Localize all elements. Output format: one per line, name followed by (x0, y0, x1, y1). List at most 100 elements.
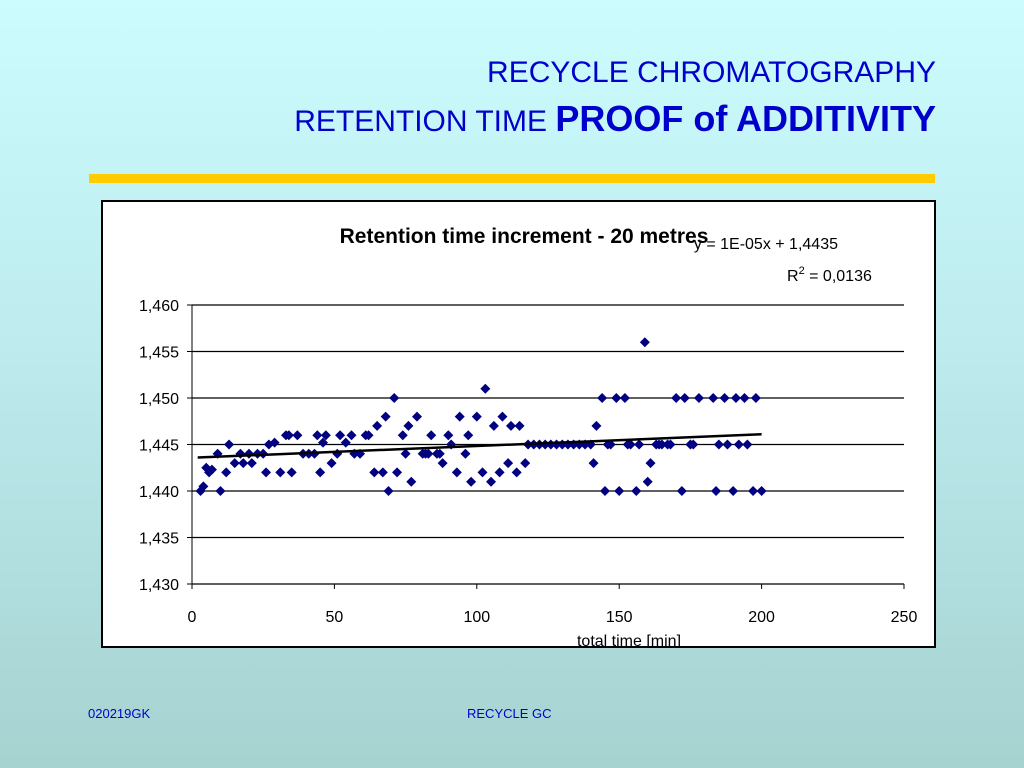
footer-center: RECYCLE GC (467, 706, 552, 721)
data-point (719, 393, 730, 403)
data-point (756, 486, 767, 496)
data-point (599, 486, 610, 496)
r-squared-superscript: 2 (799, 265, 805, 277)
data-point (642, 476, 653, 487)
data-point (403, 420, 414, 431)
data-point (477, 467, 488, 478)
data-point (392, 467, 403, 478)
data-point (443, 430, 454, 441)
data-point (346, 430, 357, 441)
scatter-chart: 1,430 1,435 1,440 1,445 1,450 1,455 1,460 0 50 10… (139, 225, 917, 646)
data-point (349, 448, 360, 459)
y-tick-label: 1,440 (139, 484, 179, 501)
data-point (619, 393, 630, 403)
data-point (730, 393, 741, 403)
data-point (645, 458, 656, 469)
data-point (676, 486, 687, 496)
slide-title-line2-bold: PROOF of ADDITIVITY (555, 98, 936, 139)
data-point (656, 439, 667, 450)
data-point (332, 448, 343, 459)
data-point (411, 411, 422, 422)
data-point (520, 458, 531, 469)
data-point (463, 430, 474, 441)
data-point (665, 439, 676, 450)
data-point (235, 448, 246, 459)
data-point (480, 383, 491, 394)
data-point (639, 337, 650, 348)
data-point (679, 393, 690, 403)
data-point (488, 420, 499, 431)
data-point (283, 430, 294, 441)
data-point (588, 458, 599, 469)
data-point (591, 420, 602, 431)
points-layer (195, 337, 767, 496)
data-point (229, 458, 240, 469)
data-point (634, 439, 645, 450)
chart-container: 1,430 1,435 1,440 1,445 1,450 1,455 1,460 0 50 10… (101, 200, 936, 648)
data-point (454, 411, 465, 422)
data-point (380, 411, 391, 422)
data-point (711, 486, 722, 496)
axes-layer (187, 304, 905, 589)
data-point (434, 448, 445, 459)
data-point (511, 467, 522, 478)
x-tick-label: 50 (326, 609, 344, 626)
data-point (400, 448, 411, 459)
y-tick-label: 1,445 (139, 438, 179, 455)
data-point (611, 393, 622, 403)
data-point (335, 430, 346, 441)
data-point (292, 430, 303, 441)
data-point (625, 439, 636, 450)
data-point (215, 486, 226, 496)
r-squared-value: = 0,0136 (805, 268, 872, 285)
data-point (320, 430, 331, 441)
data-point (750, 393, 761, 403)
data-point (722, 439, 733, 450)
data-point (315, 467, 326, 478)
data-point (693, 393, 704, 403)
data-point (708, 393, 719, 403)
data-point (494, 467, 505, 478)
data-point (340, 437, 351, 448)
x-tick-label: 100 (463, 609, 490, 626)
data-point (460, 448, 471, 459)
data-point (372, 420, 383, 431)
data-point (246, 458, 257, 469)
data-point (505, 420, 516, 431)
data-point (195, 486, 206, 496)
slide-title-line2: RETENTION TIME PROOF of ADDITIVITY (294, 98, 936, 140)
y-tick-label: 1,450 (139, 391, 179, 408)
footer-left: 020219GK (88, 706, 151, 721)
r-squared-prefix: R (787, 268, 799, 285)
slide-title-line1: RECYCLE CHROMATOGRAPHY (487, 56, 936, 89)
chart-title: Retention time increment - 20 metres (340, 225, 709, 248)
data-point (688, 439, 699, 450)
data-point (728, 486, 739, 496)
data-point (369, 467, 380, 478)
data-point (426, 430, 437, 441)
title-divider (89, 174, 935, 183)
data-point (406, 476, 417, 487)
data-point (326, 458, 337, 469)
trendline (197, 433, 762, 459)
tick-labels-layer: 1,430 1,435 1,440 1,445 1,450 1,455 1,460 0 50 10… (139, 298, 917, 626)
data-point (471, 411, 482, 422)
slide-title-line2-regular: RETENTION TIME (294, 105, 547, 138)
data-point (597, 393, 608, 403)
data-point (286, 467, 297, 478)
y-tick-label: 1,435 (139, 531, 179, 548)
data-point (486, 476, 497, 487)
data-point (224, 439, 235, 450)
data-point (261, 467, 272, 478)
data-point (221, 467, 232, 478)
data-point (318, 437, 329, 448)
data-point (377, 467, 388, 478)
trendline-r-squared: R2 = 0,0136 (787, 265, 872, 285)
trendline-equation: y = 1E-05x + 1,4435 (694, 236, 838, 253)
data-point (269, 437, 280, 448)
data-point (275, 467, 286, 478)
data-point (238, 458, 249, 469)
data-point (713, 439, 724, 450)
data-point (206, 464, 217, 475)
data-point (503, 458, 514, 469)
